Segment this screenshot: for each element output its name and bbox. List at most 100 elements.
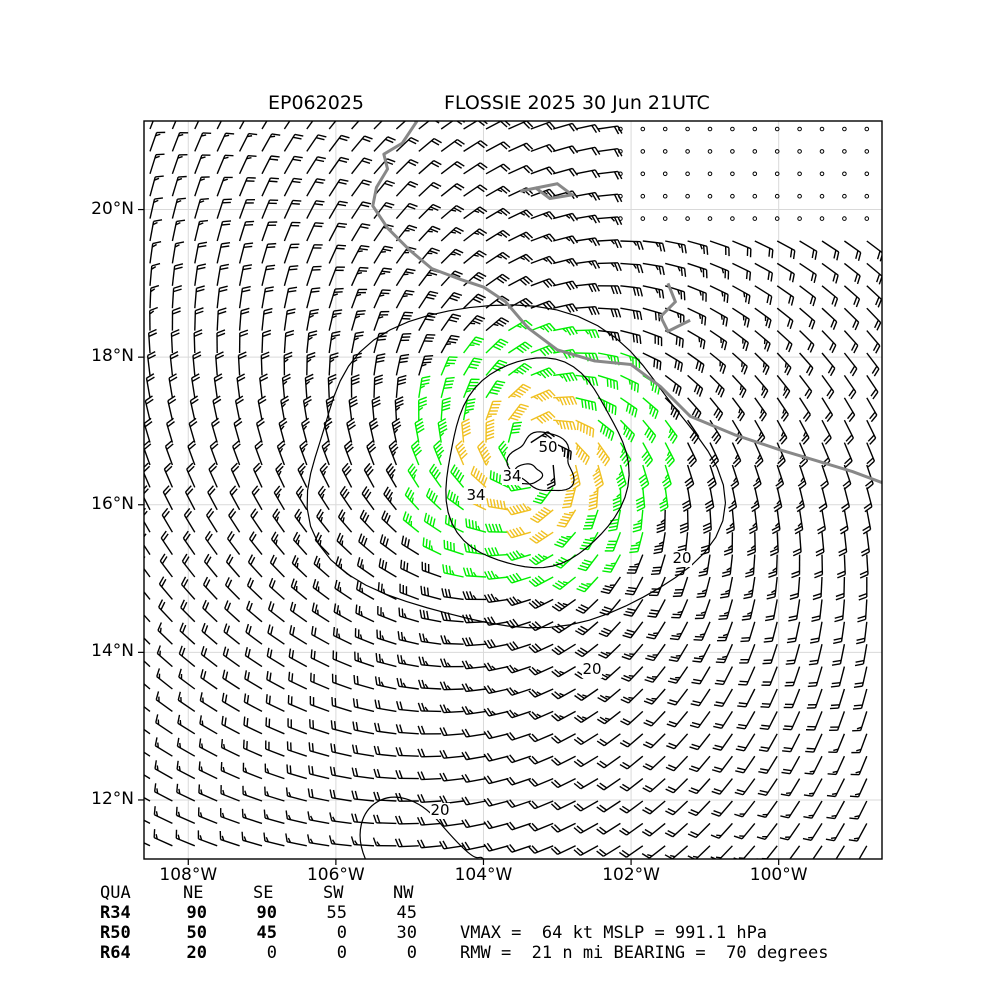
- wind-barb: [483, 616, 509, 626]
- wind-barb: [667, 688, 689, 706]
- wind-barb: [216, 132, 235, 152]
- wind-barb: [486, 498, 509, 511]
- wind-barb: [193, 329, 203, 354]
- wind-barb: [689, 710, 711, 729]
- contour-label: 20: [430, 801, 449, 819]
- wind-barb: [811, 599, 823, 623]
- wind-barb: [144, 637, 151, 645]
- wind-barb: [225, 554, 241, 578]
- wind-barb: [149, 175, 164, 197]
- wind-barb: [600, 576, 621, 595]
- wind-barb: [394, 396, 404, 421]
- wind-barb: [311, 602, 330, 623]
- wind-barb: [850, 755, 868, 776]
- wind-barb: [144, 462, 151, 488]
- wind-barb: [463, 162, 488, 175]
- wind-barb: [619, 822, 644, 836]
- wind-barb: [776, 419, 788, 445]
- wind-barb: [287, 695, 308, 713]
- wind-barb: [245, 623, 263, 645]
- wind-barb: [859, 554, 869, 579]
- wind-barb: [866, 285, 882, 308]
- wind-barb: [319, 462, 330, 488]
- wind-barb: [597, 216, 623, 226]
- wind-barb: [508, 297, 533, 309]
- wind-barb: [709, 262, 730, 280]
- wind-barb: [725, 509, 735, 535]
- wind-barb: [461, 660, 487, 670]
- wind-barb: [806, 688, 823, 709]
- calm-marker: [685, 171, 690, 177]
- calm-marker: [618, 126, 623, 132]
- wind-barb: [440, 121, 466, 130]
- wind-barb: [530, 322, 556, 333]
- wind-barb: [222, 669, 240, 690]
- wind-barb: [383, 486, 397, 511]
- wind-barb: [156, 645, 173, 668]
- wind-barb: [333, 603, 352, 623]
- wind-barb: [554, 531, 577, 548]
- row-label-r50: R50: [100, 923, 131, 943]
- wind-barb: [807, 666, 823, 688]
- wind-barb: [741, 599, 756, 621]
- wind-barb: [687, 307, 707, 326]
- wind-barb: [178, 645, 196, 668]
- wind-barb: [307, 834, 330, 847]
- wind-barb: [373, 245, 393, 264]
- wind-barb: [261, 221, 278, 242]
- wind-barb: [754, 374, 769, 399]
- wind-barb: [505, 731, 532, 741]
- wind-barb: [396, 677, 419, 690]
- wind-barb: [785, 644, 801, 665]
- calm-marker: [618, 216, 623, 221]
- wind-barb: [551, 643, 576, 656]
- calm-marker: [819, 171, 825, 177]
- contour-label: 34: [502, 467, 521, 485]
- wind-barb: [505, 844, 532, 853]
- wind-barb: [455, 440, 468, 466]
- wind-barb: [294, 508, 308, 533]
- wind-barb: [156, 668, 173, 690]
- wind-barb: [200, 645, 218, 668]
- wind-barb: [192, 351, 202, 376]
- wind-barb: [177, 691, 196, 712]
- wind-barb: [573, 777, 599, 790]
- wind-barb: [149, 241, 162, 264]
- wind-barb: [350, 309, 366, 331]
- wind-barb: [546, 464, 556, 490]
- wind-barb: [306, 351, 316, 376]
- calm-marker: [640, 126, 646, 132]
- wind-barb: [762, 643, 778, 665]
- wind-barb: [155, 714, 173, 735]
- wind-barb: [528, 665, 554, 676]
- wind-barb: [528, 845, 554, 854]
- wind-barb: [417, 748, 442, 758]
- wind-barb: [260, 351, 270, 376]
- wind-barb: [332, 626, 352, 645]
- wind-barb: [596, 845, 621, 857]
- wind-barb: [799, 397, 811, 422]
- wind-barb: [323, 417, 333, 443]
- wind-barb: [696, 576, 711, 598]
- wind-barb: [620, 397, 638, 418]
- wind-barb: [265, 717, 285, 735]
- contour-label: 20: [582, 660, 601, 678]
- wind-barb: [834, 599, 846, 623]
- wind-barb: [395, 246, 417, 264]
- wind-barb: [776, 374, 791, 399]
- wind-barb: [149, 306, 158, 331]
- wind-barb: [799, 285, 817, 307]
- wind-barb: [238, 154, 257, 175]
- wind-barb: [485, 207, 511, 220]
- wind-barb: [421, 561, 442, 578]
- wind-barb: [208, 462, 218, 488]
- wind-barb: [803, 778, 823, 797]
- x-tick-label: 104°W: [454, 865, 513, 885]
- wind-barb: [709, 240, 730, 257]
- wind-barb: [575, 169, 601, 179]
- wind-barb: [439, 817, 464, 827]
- wind-barb: [461, 796, 487, 806]
- calm-marker: [819, 216, 825, 221]
- wind-barb: [361, 486, 375, 511]
- wind-barb: [779, 823, 801, 841]
